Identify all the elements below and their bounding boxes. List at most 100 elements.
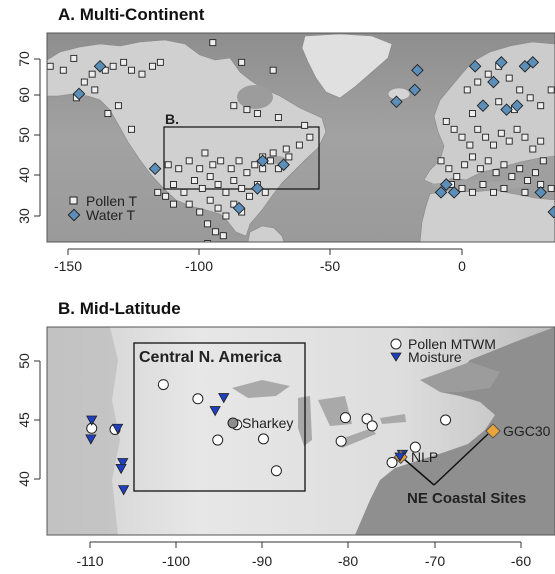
- pollen-t-site: [274, 114, 282, 121]
- pollen-t-site: [185, 157, 193, 165]
- pollen-t-site: [469, 188, 476, 196]
- pollen-t-site: [196, 208, 204, 216]
- pollen-t-site: [222, 212, 230, 220]
- water-t-site: [510, 99, 524, 112]
- b-xtick-80: -80: [338, 553, 358, 569]
- water-t-layer: [72, 56, 555, 219]
- pollen-t-site: [214, 204, 222, 212]
- pollen-t-site: [238, 184, 246, 192]
- pollen-t-site: [198, 184, 206, 192]
- pollen-t-site: [114, 102, 122, 110]
- pollen-t-site: [458, 133, 466, 141]
- pollen-t-site: [47, 62, 54, 70]
- pollen-t-site: [138, 70, 146, 78]
- pollen-t-site: [253, 110, 261, 118]
- central-na-label: Central N. America: [139, 349, 282, 366]
- legend-moisture: Moisture: [408, 349, 462, 365]
- pollen-t-site: [492, 169, 500, 177]
- pollen-t-site: [521, 188, 529, 196]
- water-t-site: [447, 186, 461, 199]
- pollen-t-site: [458, 184, 466, 192]
- water-t-site: [72, 87, 86, 101]
- panel-b-map: Central N. America Sharkey NLP GGC30 NE …: [47, 327, 555, 535]
- a-ytick-30: 30: [16, 208, 32, 224]
- pollen-t-site: [469, 153, 476, 161]
- pollen-t-site: [537, 102, 545, 110]
- lake-superior: [232, 380, 290, 398]
- water-t-site: [232, 201, 246, 215]
- panel-a-map: B. Pollen T Water T: [47, 33, 555, 242]
- pollen-t-site: [206, 173, 214, 181]
- pollen-t-site: [505, 137, 513, 145]
- pollen-t-site: [238, 58, 246, 66]
- pollen-t-site: [508, 173, 516, 181]
- legend-triangle-icon: [390, 352, 402, 362]
- b-xtick-60: -60: [511, 553, 531, 569]
- moisture-site: [209, 406, 221, 417]
- pollen-t-site: [175, 165, 183, 173]
- pollen-t-site: [521, 133, 529, 141]
- pollen-t-site: [500, 161, 508, 169]
- pollen-t-site: [128, 66, 135, 74]
- pollen-t-site: [209, 39, 217, 47]
- pollen-t-site: [461, 161, 469, 169]
- water-t-site: [148, 162, 162, 176]
- hudson-bay: [237, 85, 273, 109]
- water-t-site: [534, 186, 547, 199]
- pollen-t-site: [214, 181, 222, 188]
- pollen-t-site: [128, 125, 135, 133]
- water-t-site: [93, 59, 107, 73]
- pollen-t-site: [196, 165, 204, 173]
- panel-b-title: B. Mid-Latitude: [58, 299, 181, 318]
- water-t-site: [439, 178, 453, 191]
- pollen-t-site: [154, 188, 162, 196]
- nlp-moisture-icon: [394, 452, 406, 462]
- legend-pollen-t: Pollen T: [86, 193, 138, 209]
- pollen-t-site: [227, 165, 235, 173]
- pollen-t-site: [537, 137, 545, 145]
- pollen-t-site: [230, 177, 238, 184]
- b-xtick-90: -90: [252, 553, 272, 569]
- pollen-t-site: [80, 78, 88, 86]
- water-t-site: [408, 83, 422, 97]
- water-t-site: [476, 99, 490, 112]
- pollen-t-site: [474, 125, 482, 133]
- pollen-t-site: [437, 157, 445, 165]
- pollen-t-site: [453, 173, 461, 181]
- ggc-label: GGC30: [503, 423, 551, 439]
- pollen-t-site: [91, 86, 99, 94]
- lake-erie: [338, 428, 376, 448]
- moisture-site: [115, 463, 127, 475]
- pollen-t-site: [539, 157, 547, 165]
- pollen-t-site: [104, 110, 112, 118]
- pollen-t-site: [469, 110, 476, 118]
- pollen-t-site: [282, 145, 290, 153]
- pollen-t-site: [59, 66, 67, 74]
- pollen-mtwm-site: [212, 434, 224, 446]
- pollen-mtwm-site: [386, 456, 398, 468]
- pollen-t-site: [476, 165, 484, 173]
- pollen-t-site: [531, 169, 539, 177]
- pollen-t-site: [70, 54, 78, 62]
- a-ytick-50: 50: [16, 127, 32, 143]
- moisture-site: [117, 458, 129, 469]
- pollen-t-site: [170, 181, 177, 188]
- pollen-t-site: [164, 161, 172, 169]
- pollen-t-site: [547, 86, 555, 94]
- pollen-t-site: [222, 188, 230, 196]
- pollen-t-site: [243, 106, 251, 114]
- pollen-t-site: [261, 188, 269, 196]
- panel-b-x-axis: -110 -100 -90 -80 -70 -60: [77, 541, 531, 569]
- pollen-t-site: [269, 66, 277, 74]
- pollen-t-site: [495, 98, 503, 106]
- pollen-t-site: [88, 70, 96, 78]
- pollen-t-site: [513, 125, 521, 133]
- sharkey-site-marker: [227, 417, 239, 429]
- pollen-t-site: [185, 200, 193, 208]
- a-ytick-60: 60: [16, 87, 32, 103]
- ggc-leader-line: [433, 433, 489, 486]
- pollen-t-site: [474, 78, 482, 86]
- water-t-site: [411, 63, 424, 77]
- b-ytick-40: 40: [16, 471, 32, 487]
